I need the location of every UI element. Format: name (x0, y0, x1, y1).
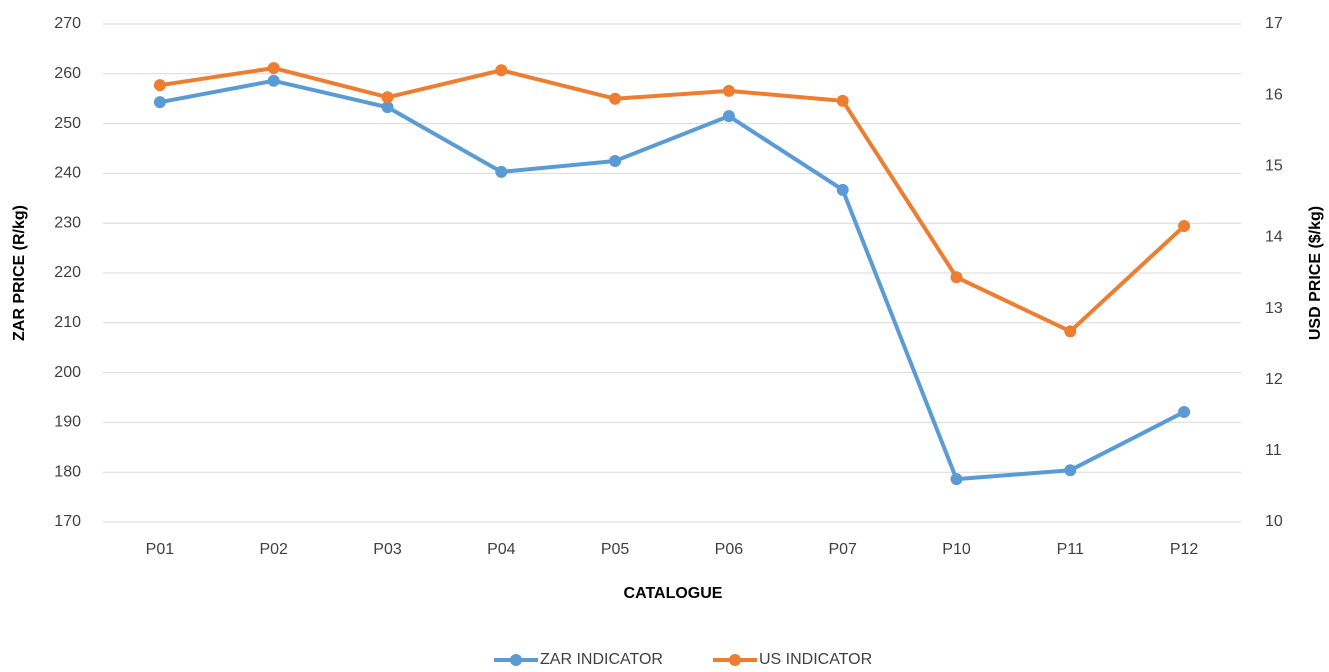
y2-tick-label: 10 (1265, 513, 1283, 530)
legend-label: US INDICATOR (759, 651, 872, 668)
x-tick-label: P03 (373, 541, 402, 558)
y2-tick-label: 11 (1265, 442, 1282, 459)
x-tick-label: P07 (828, 541, 857, 558)
y2-tick-label: 12 (1265, 371, 1283, 388)
point (1064, 464, 1077, 477)
point (836, 183, 849, 196)
legend-label: ZAR INDICATOR (540, 651, 663, 668)
point (153, 96, 166, 109)
y-tick-label: 240 (54, 165, 81, 182)
x-tick-label: P01 (146, 541, 175, 558)
y2-tick-label: 16 (1265, 86, 1283, 103)
y-tick-label: 230 (54, 214, 81, 231)
x-tick-label: P06 (715, 541, 744, 558)
y-tick-label: 170 (54, 513, 81, 530)
x-tick-label: P05 (601, 541, 630, 558)
series-line (159, 78, 1186, 482)
point (722, 110, 735, 123)
point (495, 165, 508, 178)
y2-tick-label: 17 (1265, 15, 1283, 32)
point (1064, 325, 1077, 338)
series-line (159, 66, 1186, 334)
y2-tick-label: 15 (1265, 158, 1283, 175)
point (381, 91, 394, 104)
point (609, 92, 622, 105)
legend-marker (728, 654, 741, 666)
x-axis-label: CATALOGUE (624, 585, 723, 602)
y-tick-label: 270 (54, 15, 81, 32)
y2-tick-label: 14 (1265, 229, 1283, 246)
x-tick-label: P02 (259, 541, 288, 558)
point (381, 101, 394, 114)
legend-marker (510, 654, 522, 666)
point (267, 74, 280, 87)
y2-axis-label: USD PRICE ($/kg) (1307, 206, 1324, 340)
y-tick-label: 220 (54, 264, 81, 281)
y-tick-label: 260 (54, 65, 81, 82)
point (153, 79, 166, 92)
y-tick-label: 200 (54, 364, 81, 381)
point (950, 473, 963, 486)
y-axis-label: ZAR PRICE (R/kg) (11, 205, 28, 341)
x-tick-label: P12 (1170, 541, 1199, 558)
point (609, 154, 622, 167)
y-tick-label: 210 (54, 314, 81, 331)
point (950, 271, 963, 284)
y-tick-label: 190 (54, 414, 81, 431)
y2-tick-label: 13 (1265, 300, 1283, 317)
y-tick-label: 250 (54, 115, 81, 132)
x-tick-label: P11 (1057, 541, 1084, 558)
y-tick-label: 180 (54, 463, 81, 480)
x-tick-label: P04 (487, 541, 516, 558)
point (495, 64, 508, 77)
point (836, 94, 849, 107)
x-tick-label: P10 (942, 541, 971, 558)
point (1178, 405, 1191, 418)
point (722, 84, 735, 97)
point (1178, 220, 1191, 233)
point (267, 62, 280, 75)
